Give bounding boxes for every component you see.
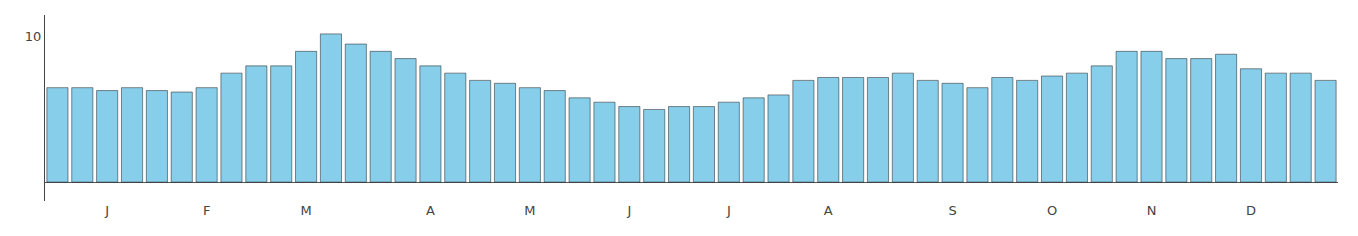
svg-text:S: S (948, 203, 956, 218)
svg-text:N: N (1147, 203, 1157, 218)
svg-text:J: J (104, 203, 109, 218)
svg-text:F: F (203, 203, 210, 218)
svg-text:O: O (1047, 203, 1057, 218)
svg-text:A: A (824, 203, 833, 218)
svg-text:J: J (626, 203, 631, 218)
svg-text:J: J (726, 203, 731, 218)
svg-text:D: D (1246, 203, 1256, 218)
svg-text:A: A (426, 203, 435, 218)
svg-text:M: M (300, 203, 311, 218)
svg-text:M: M (524, 203, 535, 218)
svg-text:10: 10 (25, 29, 42, 44)
